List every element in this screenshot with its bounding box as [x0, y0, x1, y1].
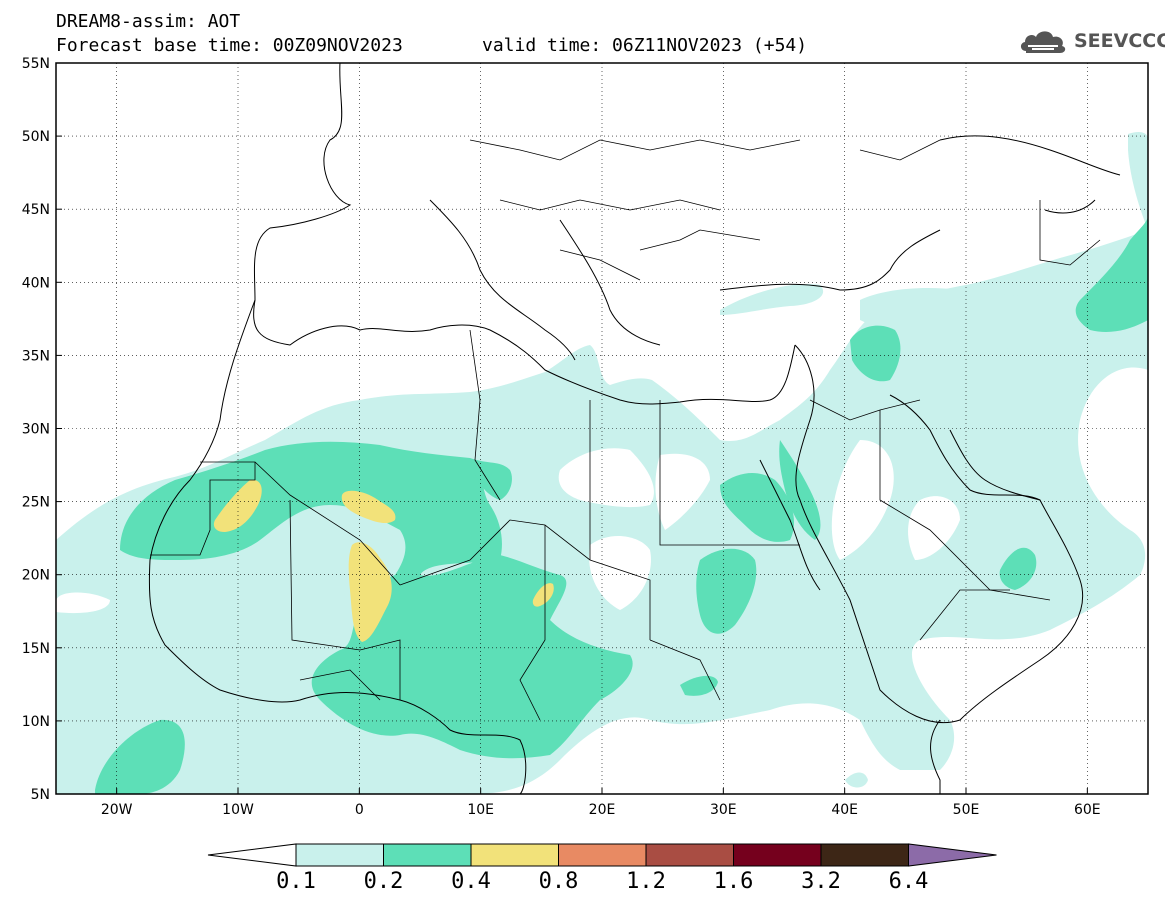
colorbar-swatch [383, 843, 472, 867]
lon-label: 50E [953, 802, 980, 818]
borders [150, 139, 1101, 721]
aot-low-areas [56, 440, 960, 614]
gridlines [56, 62, 1148, 795]
lat-label: 50N [22, 129, 50, 145]
lat-label: 25N [22, 495, 50, 511]
lat-label: 30N [22, 422, 50, 438]
colorbar-high-arrow [908, 843, 997, 867]
colorbar-label: 0.8 [539, 869, 579, 894]
coastlines [148, 63, 1121, 794]
lat-label: 35N [22, 348, 50, 364]
latitude-labels: 55N 50N 45N 40N 35N 30N 25N 20N 15N 10N 5N [22, 56, 50, 803]
longitude-labels: 20W 10W 0 10E 20E 30E 40E 50E 60E [101, 802, 1101, 818]
colorbar-label: 1.2 [626, 869, 666, 894]
lon-label: 20W [101, 802, 133, 818]
lat-label: 40N [22, 275, 50, 291]
colorbar-label: 3.2 [801, 869, 841, 894]
lon-label: 60E [1074, 802, 1101, 818]
colorbar: 0.1 0.2 0.4 0.8 1.2 1.6 3.2 6.4 [207, 843, 997, 894]
lon-label: 0 [355, 802, 364, 818]
colorbar-low-arrow [207, 843, 297, 867]
colorbar-swatch [470, 843, 559, 867]
lon-label: 20E [589, 802, 616, 818]
colorbar-swatch [820, 843, 909, 867]
lon-label: 10W [222, 802, 254, 818]
lat-label: 55N [22, 56, 50, 72]
map-title: DREAM8-assim: AOT [56, 11, 241, 32]
colorbar-label: 0.1 [276, 869, 316, 894]
colorbar-label: 0.4 [451, 869, 491, 894]
lat-label: 10N [22, 714, 50, 730]
colorbar-swatch [558, 843, 647, 867]
lat-label: 45N [22, 202, 50, 218]
lat-label: 20N [22, 568, 50, 584]
cloud-icon [1020, 31, 1066, 53]
forecast-base-time: Forecast base time: 00Z09NOV2023 [56, 35, 403, 56]
seevccc-logo: SEEVCCC [1018, 26, 1165, 56]
colorbar-swatch [645, 843, 734, 867]
colorbar-label: 6.4 [889, 869, 929, 894]
logo-text: SEEVCCC [1074, 30, 1165, 52]
lon-label: 30E [710, 802, 737, 818]
colorbar-label: 0.2 [364, 869, 404, 894]
colorbar-label: 1.6 [714, 869, 754, 894]
valid-time: valid time: 06Z11NOV2023 (+54) [482, 35, 808, 56]
lon-label: 40E [831, 802, 858, 818]
lat-label: 5N [31, 787, 50, 803]
colorbar-swatch [733, 843, 822, 867]
lon-label: 10E [467, 802, 494, 818]
lat-label: 15N [22, 641, 50, 657]
colorbar-swatch [295, 843, 384, 867]
